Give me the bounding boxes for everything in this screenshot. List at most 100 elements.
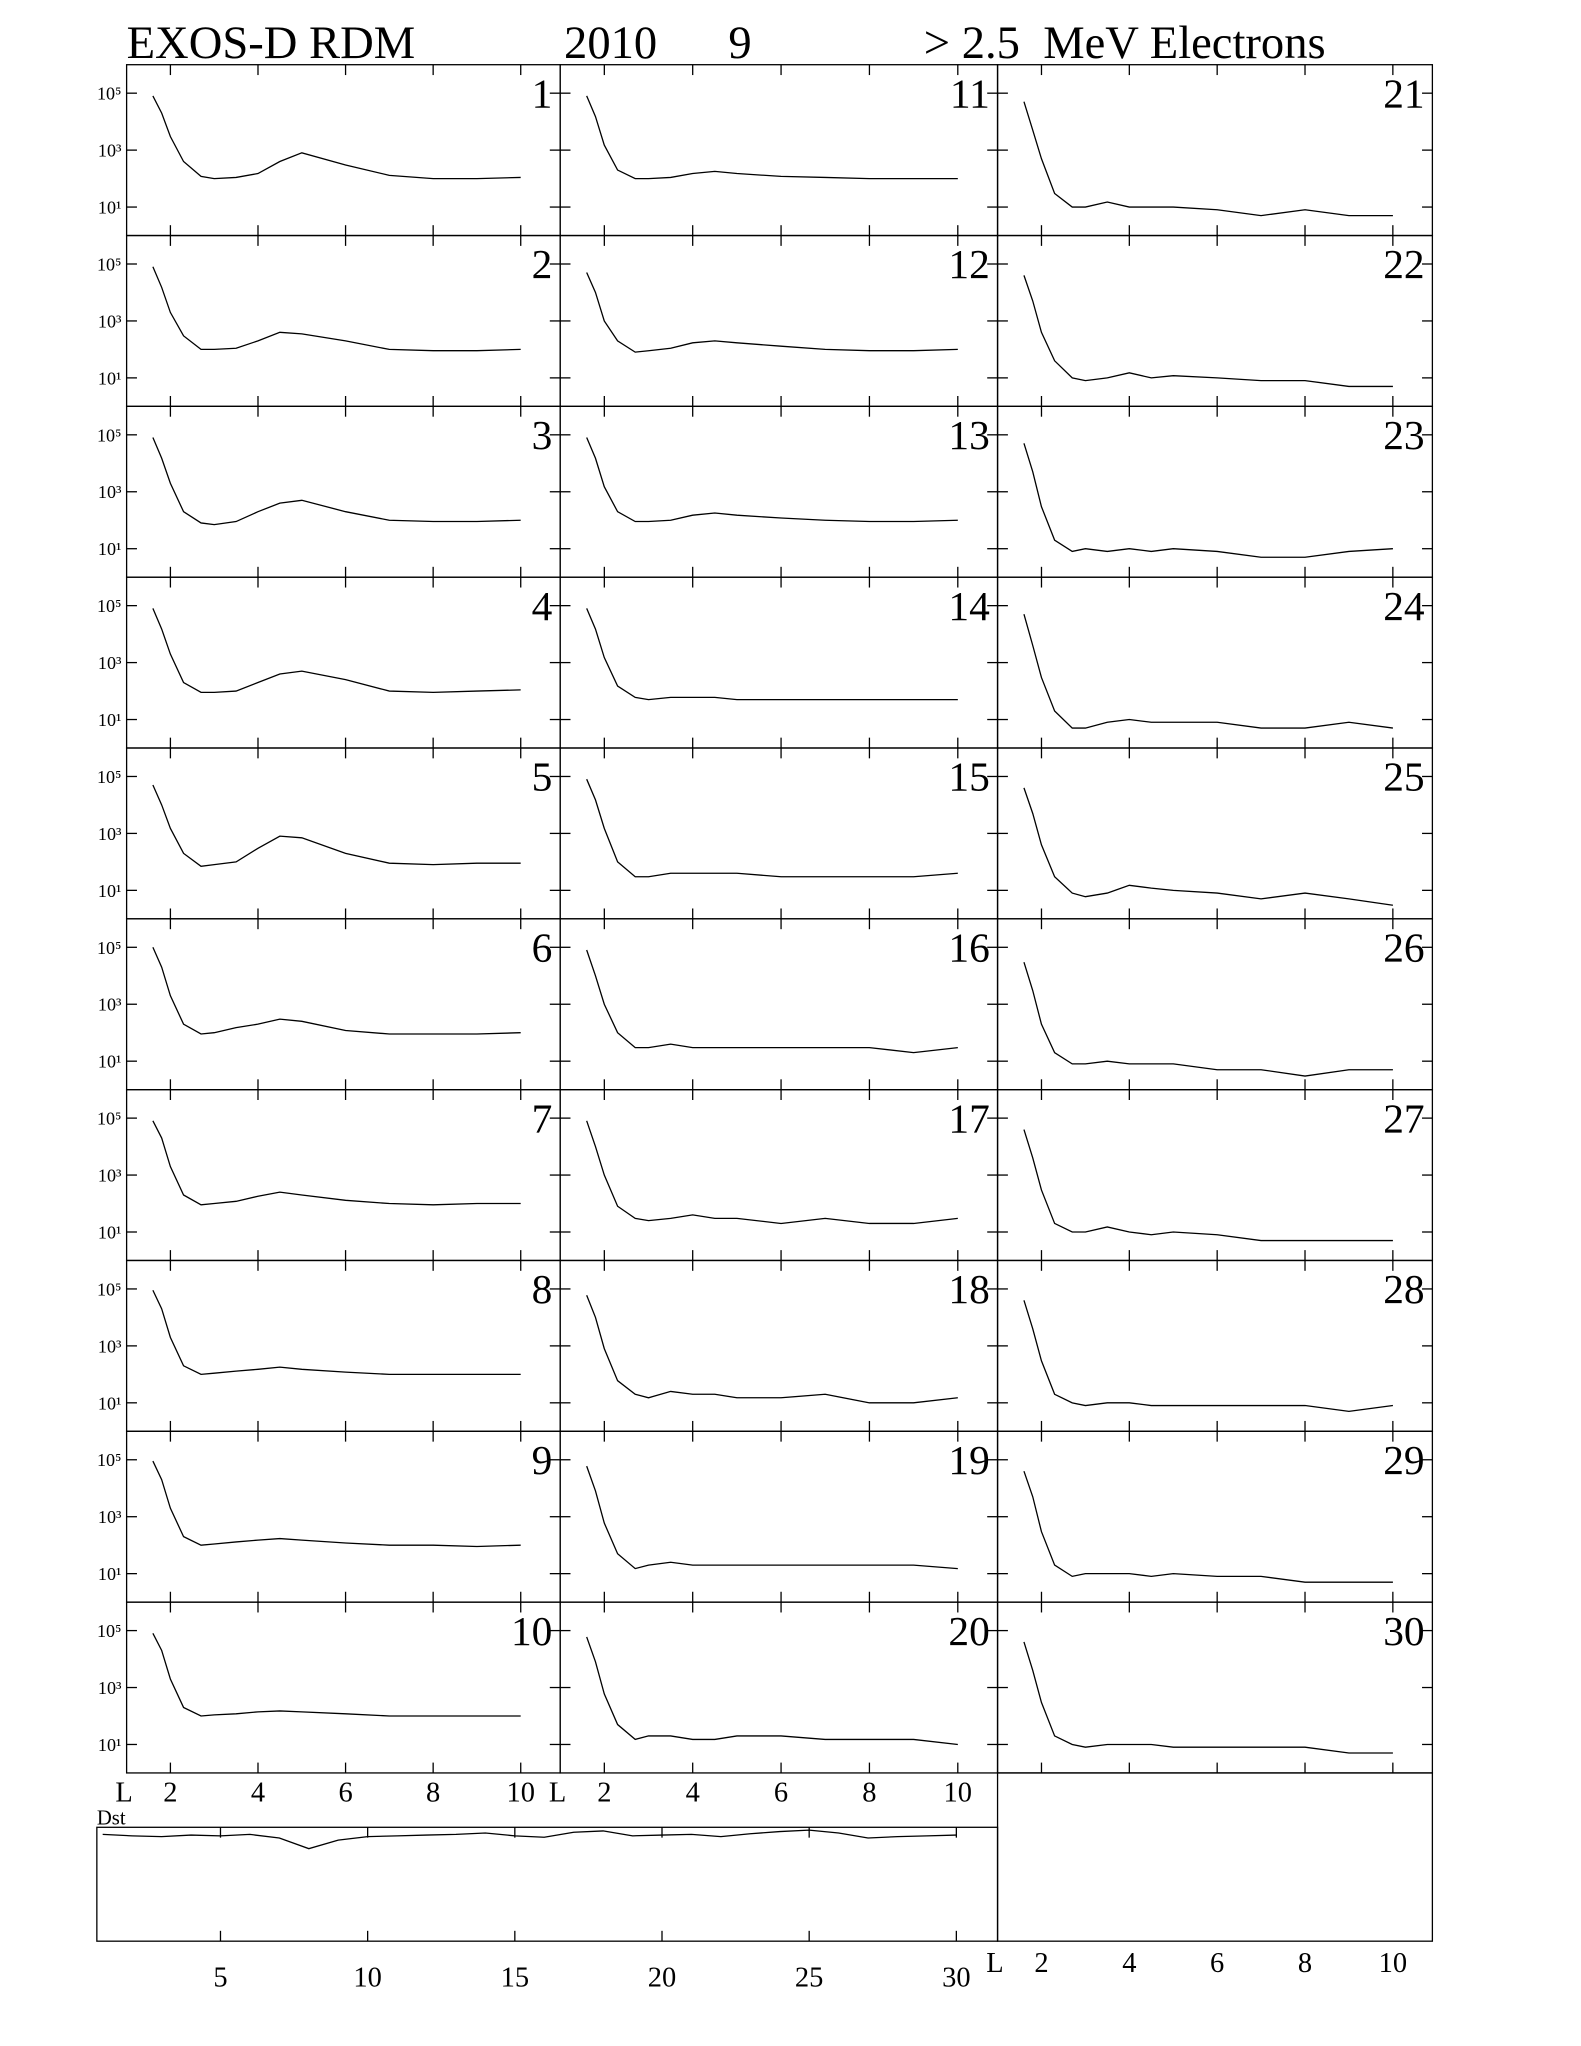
y-tick-label: 10¹: [98, 368, 122, 388]
panel-frame: [125, 405, 561, 578]
y-tick-label: 10⁵: [97, 938, 121, 958]
y-tick-label: 10¹: [98, 1222, 122, 1242]
x-tick-label: 8: [426, 1777, 440, 1808]
panel-frame: [125, 1259, 561, 1432]
data-line: [152, 95, 521, 180]
panel-frame: [559, 1430, 999, 1603]
panel-label: Dst: [97, 1808, 126, 1830]
data-line: [1023, 1129, 1393, 1242]
y-tick-label: 10¹: [98, 710, 122, 730]
y-tick-label: 10⁵: [97, 1279, 121, 1299]
data-line: [1023, 1470, 1393, 1583]
y-tick-label: 10⁵: [97, 1621, 121, 1641]
data-line: [152, 784, 521, 867]
x-tick-label: 10: [944, 1777, 972, 1808]
y-tick-label: 10¹: [98, 1735, 122, 1755]
x-tick-label: 10: [353, 1962, 381, 1993]
y-tick-label: 10¹: [98, 881, 122, 901]
panel-number: 1: [532, 70, 553, 116]
y-tick-label: 10³: [98, 1678, 122, 1698]
data-line: [152, 1460, 521, 1548]
subtitle: > 2.5 MeV Electrons: [924, 17, 1326, 69]
panel-frame: [559, 918, 999, 1091]
panel-frame: [559, 1089, 999, 1262]
y-tick-label: 10³: [98, 1336, 122, 1356]
panel-frame: [559, 405, 999, 578]
panel-frame: [125, 1601, 561, 1774]
y-tick-label: 10¹: [98, 1052, 122, 1072]
y-tick-label: 10¹: [98, 1393, 122, 1413]
y-tick-label: 10³: [98, 482, 122, 502]
data-line: [586, 608, 958, 701]
x-tick-label: 4: [1122, 1948, 1136, 1979]
x-tick-label: 5: [213, 1962, 227, 1993]
panel-number: 11: [950, 70, 990, 116]
y-tick-label: 10³: [98, 141, 122, 161]
panel-number: 30: [1383, 1608, 1424, 1654]
panel-number: 17: [948, 1095, 989, 1141]
data-line: [586, 1465, 958, 1570]
data-line: [1023, 787, 1394, 906]
panel-frame: [125, 747, 561, 920]
panel-number: 9: [532, 1437, 553, 1483]
data-line: [586, 778, 958, 878]
x-axis-label: L: [986, 1948, 1003, 1979]
month: 9: [728, 17, 751, 69]
panel-number: 25: [1383, 754, 1424, 800]
y-tick-label: 10⁵: [97, 596, 121, 616]
y-tick-label: 10¹: [98, 1564, 122, 1584]
x-tick-label: 6: [1210, 1948, 1224, 1979]
panel-number: 10: [511, 1608, 552, 1654]
data-line: [586, 949, 958, 1054]
y-tick-label: 10³: [98, 653, 122, 673]
data-line: [152, 1289, 521, 1376]
panel-frame: [125, 918, 561, 1091]
data-line: [586, 95, 958, 180]
data-line: [1023, 614, 1393, 729]
panel-frame: [559, 234, 999, 407]
data-line: [586, 1120, 958, 1225]
y-tick-label: 10⁵: [97, 84, 121, 104]
y-tick-label: 10³: [98, 824, 122, 844]
x-tick-label: 4: [251, 1777, 265, 1808]
panel-frame: [125, 1430, 561, 1603]
data-line: [586, 437, 958, 523]
data-line: [152, 266, 521, 352]
panel-number: 5: [532, 754, 553, 800]
panel-number: 23: [1383, 412, 1424, 458]
y-tick-label: 10⁵: [97, 1109, 121, 1129]
x-tick-label: 8: [862, 1777, 876, 1808]
data-line: [1023, 275, 1393, 388]
data-line: [1023, 1300, 1393, 1413]
data-line: [1023, 1641, 1393, 1754]
x-tick-label: 2: [1034, 1948, 1048, 1979]
y-tick-label: 10⁵: [97, 254, 121, 274]
year: 2010: [564, 17, 657, 69]
y-tick-label: 10¹: [98, 539, 122, 559]
panel-frame: [125, 234, 561, 407]
panel-number: 27: [1383, 1095, 1424, 1141]
data-line: [1023, 961, 1393, 1077]
panel-number: 3: [532, 412, 553, 458]
x-tick-label: 10: [507, 1777, 535, 1808]
panel-number: 7: [532, 1095, 553, 1141]
panel-frame: [125, 64, 561, 237]
panel-number: 15: [948, 754, 989, 800]
x-tick-label: 15: [501, 1962, 529, 1993]
data-line: [152, 1120, 521, 1206]
y-tick-label: 10³: [98, 995, 122, 1015]
panel-number: 24: [1383, 583, 1425, 629]
panel-number: 6: [532, 925, 553, 971]
x-tick-label: 25: [795, 1962, 823, 1993]
data-line: [586, 1295, 958, 1404]
panel-number: 18: [948, 1266, 989, 1312]
panel-number: 22: [1383, 241, 1424, 287]
panel-number: 16: [948, 925, 989, 971]
panel-number: 19: [948, 1437, 989, 1483]
panel-frame: [559, 576, 999, 749]
panel-number: 14: [948, 583, 990, 629]
panel-frame: [559, 1601, 999, 1774]
data-line: [586, 1636, 958, 1746]
panel-frame: [125, 576, 561, 749]
